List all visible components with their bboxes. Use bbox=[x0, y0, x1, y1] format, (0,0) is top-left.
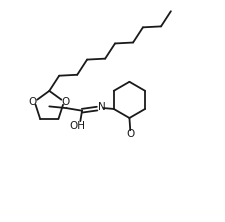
Text: O: O bbox=[62, 97, 70, 107]
Text: O: O bbox=[29, 97, 37, 107]
Text: N: N bbox=[98, 102, 106, 112]
Text: O: O bbox=[126, 129, 134, 139]
Text: OH: OH bbox=[69, 121, 85, 131]
